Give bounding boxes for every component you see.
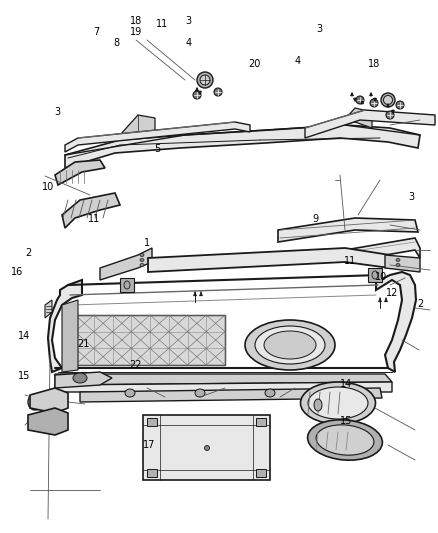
Ellipse shape bbox=[140, 259, 144, 262]
Text: 22: 22 bbox=[130, 360, 142, 370]
Bar bbox=[147, 469, 157, 477]
Ellipse shape bbox=[316, 425, 374, 455]
Polygon shape bbox=[148, 248, 390, 272]
Bar bbox=[75, 315, 225, 365]
Text: 7: 7 bbox=[93, 27, 99, 37]
Text: 4: 4 bbox=[295, 56, 301, 66]
Ellipse shape bbox=[265, 389, 275, 397]
Ellipse shape bbox=[264, 331, 316, 359]
Text: 11: 11 bbox=[344, 256, 357, 266]
Ellipse shape bbox=[124, 281, 130, 289]
Polygon shape bbox=[100, 248, 152, 280]
Text: 17: 17 bbox=[143, 440, 155, 450]
Polygon shape bbox=[278, 218, 418, 242]
Text: 21: 21 bbox=[77, 339, 89, 349]
Text: 3: 3 bbox=[317, 25, 323, 34]
Bar bbox=[147, 418, 157, 426]
Text: 5: 5 bbox=[155, 144, 161, 154]
Ellipse shape bbox=[396, 259, 400, 262]
Text: 18: 18 bbox=[130, 17, 142, 26]
Polygon shape bbox=[55, 382, 392, 392]
Text: 3: 3 bbox=[54, 107, 60, 117]
Ellipse shape bbox=[200, 75, 210, 85]
Ellipse shape bbox=[308, 387, 368, 419]
Ellipse shape bbox=[197, 72, 213, 88]
Bar bbox=[256, 469, 266, 477]
Text: 8: 8 bbox=[113, 38, 119, 47]
Ellipse shape bbox=[300, 382, 375, 424]
Ellipse shape bbox=[396, 263, 400, 266]
Ellipse shape bbox=[314, 399, 322, 411]
Ellipse shape bbox=[384, 95, 392, 104]
Polygon shape bbox=[62, 300, 78, 372]
Text: 10: 10 bbox=[375, 272, 387, 282]
Ellipse shape bbox=[195, 389, 205, 397]
Ellipse shape bbox=[386, 111, 394, 119]
Text: 11: 11 bbox=[156, 19, 168, 29]
Text: 1: 1 bbox=[144, 238, 150, 247]
Ellipse shape bbox=[140, 263, 144, 266]
Text: 15: 15 bbox=[18, 371, 30, 381]
Ellipse shape bbox=[205, 446, 209, 450]
Text: 14: 14 bbox=[18, 331, 30, 341]
Text: 9: 9 bbox=[312, 214, 318, 223]
Text: 3: 3 bbox=[185, 17, 191, 26]
Ellipse shape bbox=[214, 88, 222, 96]
Polygon shape bbox=[120, 115, 155, 135]
Text: 11: 11 bbox=[88, 214, 100, 223]
Polygon shape bbox=[65, 125, 420, 168]
Bar bbox=[368, 268, 382, 282]
Polygon shape bbox=[30, 388, 68, 413]
Text: 12: 12 bbox=[386, 288, 398, 298]
Ellipse shape bbox=[307, 420, 382, 460]
Text: 2: 2 bbox=[25, 248, 32, 258]
Text: 10: 10 bbox=[42, 182, 54, 191]
Polygon shape bbox=[65, 122, 250, 152]
Text: 16: 16 bbox=[11, 267, 24, 277]
Ellipse shape bbox=[396, 101, 404, 109]
Ellipse shape bbox=[381, 93, 395, 107]
Polygon shape bbox=[48, 280, 82, 372]
Ellipse shape bbox=[245, 320, 335, 370]
Text: 4: 4 bbox=[185, 38, 191, 47]
Ellipse shape bbox=[73, 373, 87, 383]
Ellipse shape bbox=[255, 326, 325, 364]
Text: 18: 18 bbox=[368, 59, 381, 69]
Polygon shape bbox=[55, 160, 105, 185]
Ellipse shape bbox=[125, 389, 135, 397]
Ellipse shape bbox=[372, 271, 378, 279]
Bar bbox=[143, 415, 270, 480]
Polygon shape bbox=[28, 408, 68, 435]
Ellipse shape bbox=[140, 254, 144, 256]
Bar bbox=[120, 278, 134, 292]
Ellipse shape bbox=[193, 91, 201, 99]
Text: 20: 20 bbox=[248, 59, 260, 69]
Bar bbox=[256, 418, 266, 426]
Text: 3: 3 bbox=[409, 192, 415, 202]
Ellipse shape bbox=[370, 99, 378, 107]
Polygon shape bbox=[45, 300, 52, 318]
Text: 2: 2 bbox=[417, 299, 424, 309]
Text: 15: 15 bbox=[340, 416, 352, 426]
Polygon shape bbox=[340, 108, 372, 128]
Polygon shape bbox=[305, 110, 435, 138]
Polygon shape bbox=[345, 238, 420, 262]
Ellipse shape bbox=[356, 96, 364, 104]
Ellipse shape bbox=[335, 389, 345, 397]
Polygon shape bbox=[62, 193, 120, 228]
Polygon shape bbox=[55, 372, 112, 388]
Polygon shape bbox=[385, 255, 420, 272]
Text: 14: 14 bbox=[340, 379, 352, 389]
Polygon shape bbox=[80, 388, 382, 402]
Polygon shape bbox=[376, 272, 416, 372]
Text: 19: 19 bbox=[130, 27, 142, 37]
Polygon shape bbox=[55, 374, 392, 385]
